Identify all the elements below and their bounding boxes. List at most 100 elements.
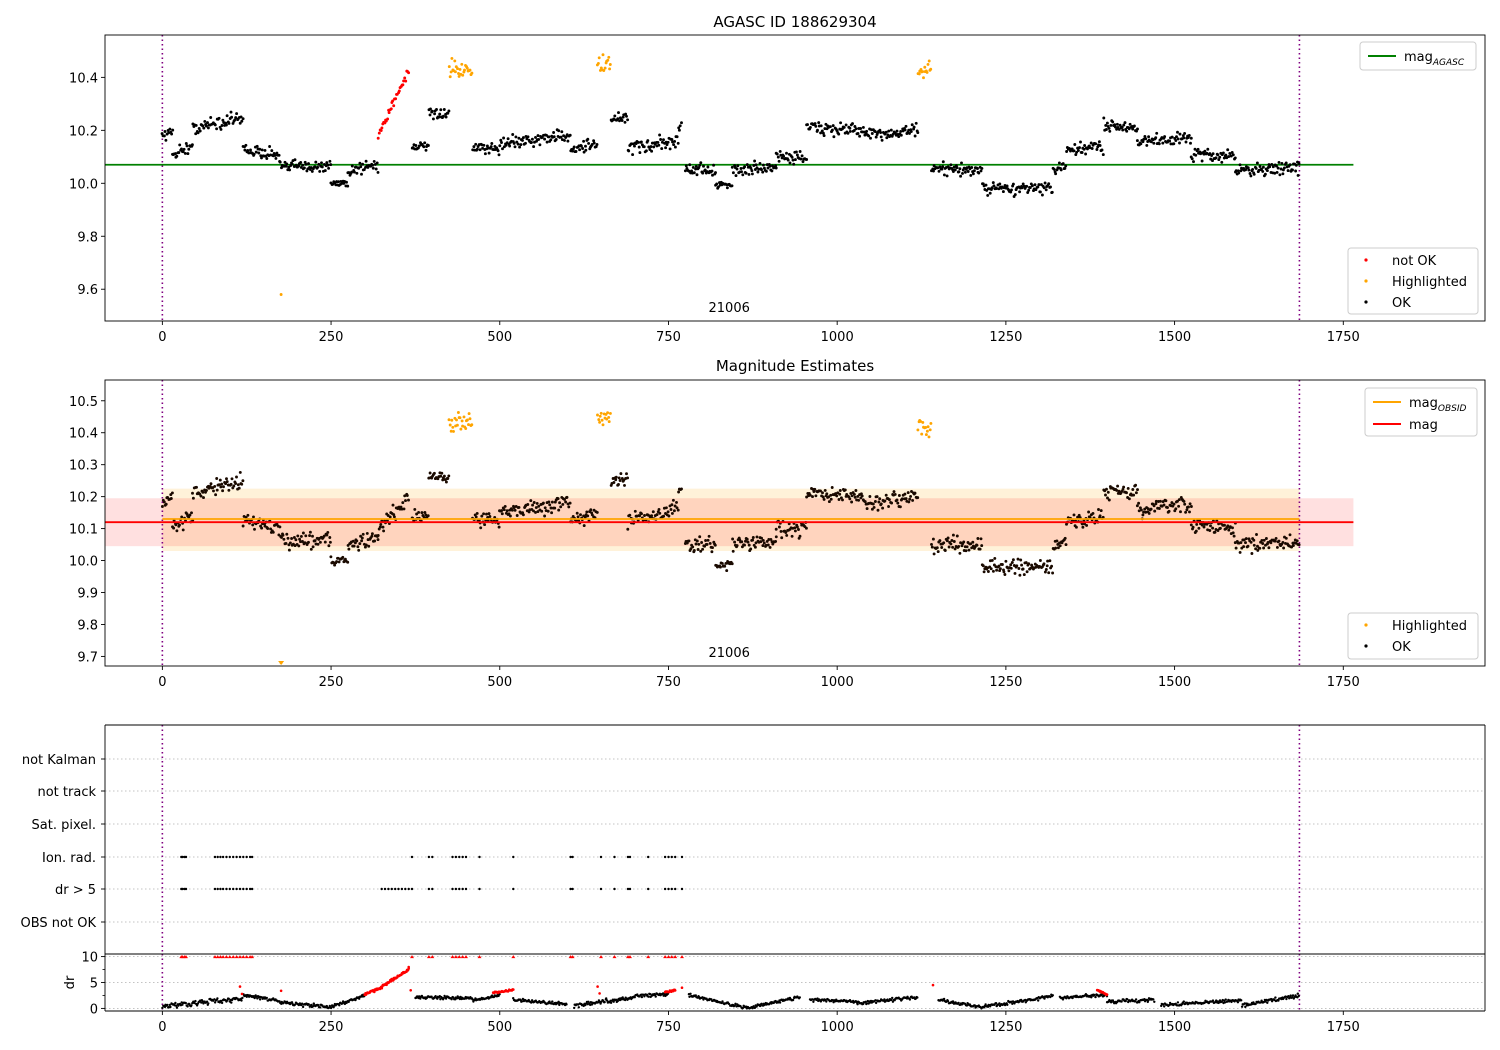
data-point — [220, 124, 224, 127]
data-point — [755, 535, 759, 539]
data-point — [1267, 546, 1271, 550]
dr-capped-marker — [477, 955, 482, 959]
data-point — [507, 512, 511, 516]
data-point — [1214, 156, 1218, 160]
flag-point — [451, 887, 454, 891]
data-point — [1042, 186, 1046, 190]
data-point — [240, 482, 244, 486]
data-point — [1277, 539, 1281, 543]
data-point — [1054, 546, 1058, 550]
x-tick-label: 500 — [487, 330, 512, 345]
data-point — [1083, 144, 1087, 147]
dr-point — [238, 985, 242, 988]
dr-point — [181, 1003, 184, 1006]
data-point — [1116, 484, 1120, 488]
data-point — [352, 170, 356, 174]
data-point — [659, 138, 663, 141]
data-point — [863, 500, 867, 504]
data-point — [1064, 543, 1068, 547]
data-point — [388, 515, 392, 519]
dr-capped-marker — [628, 955, 632, 959]
dr-point — [1006, 1003, 1009, 1006]
data-point — [1291, 168, 1294, 172]
data-point — [731, 549, 735, 553]
data-point — [669, 508, 673, 511]
data-point — [860, 494, 864, 498]
dr-capped-marker — [646, 955, 651, 959]
flag-point — [680, 855, 684, 859]
data-point — [1139, 142, 1143, 146]
dr-capped-markers — [179, 955, 684, 959]
data-point — [510, 508, 514, 512]
data-point — [919, 68, 923, 71]
data-point — [460, 419, 464, 423]
x-tick-label: 750 — [656, 330, 681, 345]
dr-point — [409, 989, 413, 992]
data-point — [1276, 166, 1280, 170]
data-point — [397, 89, 401, 93]
data-point — [1061, 162, 1065, 166]
data-point — [952, 165, 956, 169]
data-point — [453, 59, 457, 63]
data-point — [1177, 504, 1181, 508]
data-point — [1044, 568, 1048, 571]
data-point — [848, 126, 852, 130]
data-point — [774, 539, 778, 543]
data-point — [381, 525, 385, 529]
flag-point — [248, 855, 252, 859]
data-point — [929, 421, 933, 425]
data-point — [1021, 567, 1025, 571]
data-point — [998, 567, 1002, 571]
data-point — [456, 411, 460, 414]
data-point — [1080, 522, 1084, 526]
data-point — [464, 427, 468, 430]
data-point — [1126, 486, 1130, 490]
dr-point — [216, 997, 219, 1000]
data-point — [1286, 169, 1290, 173]
data-point — [856, 494, 860, 498]
data-point — [310, 169, 314, 173]
data-point — [579, 513, 582, 517]
data-point — [442, 108, 446, 111]
data-point — [792, 162, 796, 166]
data-point — [884, 493, 888, 497]
data-point — [896, 501, 900, 505]
dr-point — [1090, 996, 1093, 999]
data-point — [1026, 191, 1030, 194]
data-point — [976, 167, 979, 170]
data-point — [651, 510, 655, 514]
data-point — [673, 145, 677, 149]
data-point — [718, 565, 722, 569]
data-point — [625, 114, 628, 118]
data-point — [1121, 128, 1125, 132]
flag-point — [431, 887, 434, 891]
data-point — [625, 472, 628, 476]
data-point — [184, 142, 188, 145]
data-point — [920, 432, 924, 436]
data-point — [943, 549, 947, 552]
data-point — [927, 435, 931, 439]
flag-point — [670, 855, 673, 859]
data-point — [647, 145, 651, 149]
data-point — [1010, 561, 1014, 564]
data-point — [304, 162, 308, 166]
data-point — [219, 127, 223, 131]
data-point — [280, 535, 283, 539]
dr-point — [193, 1001, 196, 1005]
data-point — [1269, 541, 1273, 545]
dr-point — [166, 1003, 169, 1007]
data-point — [808, 125, 812, 129]
data-point — [1009, 563, 1013, 567]
data-point — [951, 545, 955, 549]
data-point — [1141, 140, 1145, 144]
data-point — [164, 138, 168, 142]
data-point — [1038, 559, 1042, 562]
data-point — [392, 513, 396, 517]
data-point — [458, 67, 462, 71]
data-point — [629, 142, 633, 146]
data-point — [891, 132, 895, 136]
dr-point — [1287, 995, 1290, 998]
y-tick-label: 10.3 — [69, 459, 98, 474]
data-point — [965, 545, 969, 549]
data-point — [499, 138, 503, 142]
